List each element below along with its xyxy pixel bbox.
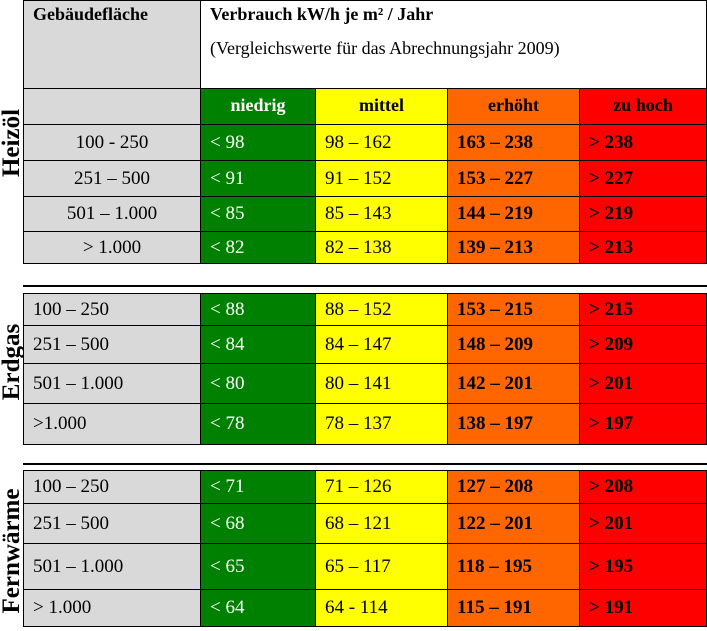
value-mittel: 82 – 138	[315, 231, 448, 264]
value-mittel: 65 – 117	[315, 543, 448, 590]
value-erhoeht: 163 – 238	[447, 124, 580, 161]
value-zu-hoch: > 197	[579, 403, 707, 445]
value-niedrig: < 64	[200, 589, 316, 627]
area-cell: >1.000	[23, 403, 201, 445]
value-niedrig: < 88	[200, 293, 316, 326]
level-zu-hoch-header: zu hoch	[579, 88, 707, 125]
value-erhoeht: 122 – 201	[447, 503, 580, 544]
value-zu-hoch: > 219	[579, 196, 707, 232]
value-zu-hoch: > 227	[579, 160, 707, 197]
value-mittel: 85 – 143	[315, 196, 448, 232]
value-mittel: 84 – 147	[315, 325, 448, 364]
value-niedrig: < 78	[200, 403, 316, 445]
value-erhoeht: 118 – 195	[447, 543, 580, 590]
value-zu-hoch: > 195	[579, 543, 707, 590]
value-zu-hoch: > 191	[579, 589, 707, 627]
value-niedrig: < 71	[200, 470, 316, 504]
area-cell: 501 – 1.000	[23, 543, 201, 590]
area-cell: 251 – 500	[23, 160, 201, 197]
table-title: Verbrauch kW/h je m² / Jahr	[210, 4, 434, 24]
level-niedrig-header: niedrig	[200, 88, 316, 125]
header-area-cell	[23, 0, 201, 89]
section-divider	[23, 463, 707, 465]
area-cell: > 1.000	[23, 231, 201, 264]
area-cell: 501 – 1.000	[23, 363, 201, 404]
value-erhoeht: 153 – 227	[447, 160, 580, 197]
value-erhoeht: 139 – 213	[447, 231, 580, 264]
value-mittel: 68 – 121	[315, 503, 448, 544]
value-niedrig: < 82	[200, 231, 316, 264]
area-cell: 100 - 250	[23, 124, 201, 161]
value-mittel: 80 – 141	[315, 363, 448, 404]
value-niedrig: < 85	[200, 196, 316, 232]
value-erhoeht: 115 – 191	[447, 589, 580, 627]
value-zu-hoch: > 201	[579, 503, 707, 544]
table-subtitle: (Vergleichswerte für das Abrechnungsjahr…	[210, 38, 560, 58]
value-niedrig: < 68	[200, 503, 316, 544]
value-zu-hoch: > 208	[579, 470, 707, 504]
value-niedrig: < 65	[200, 543, 316, 590]
level-mittel-header: mittel	[315, 88, 448, 125]
value-niedrig: < 80	[200, 363, 316, 404]
value-niedrig: < 98	[200, 124, 316, 161]
value-zu-hoch: > 201	[579, 363, 707, 404]
value-mittel: 98 – 162	[315, 124, 448, 161]
value-niedrig: < 91	[200, 160, 316, 197]
area-cell: 501 – 1.000	[23, 196, 201, 232]
value-erhoeht: 153 – 215	[447, 293, 580, 326]
area-cell: 251 – 500	[23, 503, 201, 544]
value-mittel: 71 – 126	[315, 470, 448, 504]
value-erhoeht: 142 – 201	[447, 363, 580, 404]
value-zu-hoch: > 209	[579, 325, 707, 364]
area-cell: 100 – 250	[23, 470, 201, 504]
level-header-blank	[23, 88, 201, 125]
area-cell: 100 – 250	[23, 293, 201, 326]
level-erhoeht-header: erhöht	[447, 88, 580, 125]
value-mittel: 91 – 152	[315, 160, 448, 197]
value-zu-hoch: > 213	[579, 231, 707, 264]
value-zu-hoch: > 215	[579, 293, 707, 326]
value-erhoeht: 127 – 208	[447, 470, 580, 504]
value-niedrig: < 84	[200, 325, 316, 364]
value-erhoeht: 144 – 219	[447, 196, 580, 232]
section-divider	[23, 285, 707, 287]
area-cell: > 1.000	[23, 589, 201, 627]
area-cell: 251 – 500	[23, 325, 201, 364]
value-zu-hoch: > 238	[579, 124, 707, 161]
value-mittel: 64 - 114	[315, 589, 448, 627]
value-mittel: 78 – 137	[315, 403, 448, 445]
header-title-cell	[200, 0, 707, 89]
value-mittel: 88 – 152	[315, 293, 448, 326]
value-erhoeht: 148 – 209	[447, 325, 580, 364]
column-label-area: Gebäudefläche	[33, 4, 148, 24]
value-erhoeht: 138 – 197	[447, 403, 580, 445]
